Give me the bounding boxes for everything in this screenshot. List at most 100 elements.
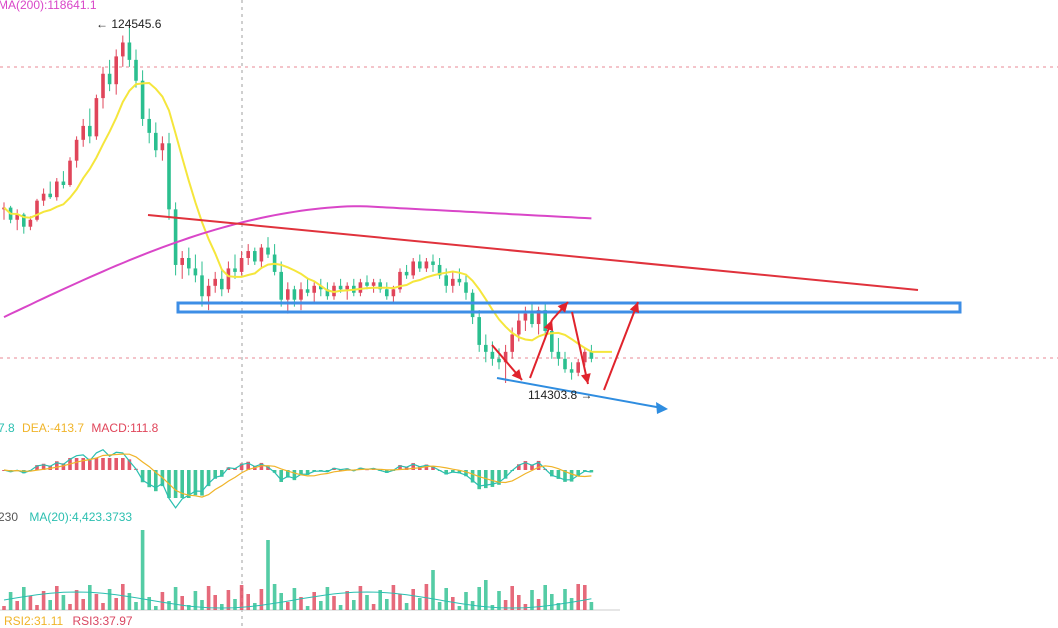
volume-bar: [411, 589, 415, 610]
macd-bar: [305, 470, 310, 475]
volume-bar: [365, 595, 369, 610]
macd-bar: [239, 463, 244, 470]
macd-bar: [503, 470, 508, 479]
candle-body: [101, 73, 105, 99]
volume-bar: [398, 594, 402, 610]
rsi-legend: RSI2:31.11 RSI3:37.97: [4, 614, 133, 628]
volume-bar: [563, 589, 567, 610]
user-drawings[interactable]: [147, 214, 962, 414]
candle-body: [88, 125, 92, 137]
volume-bar: [378, 590, 382, 610]
candle-body: [371, 282, 376, 286]
macd-bar: [477, 470, 481, 490]
volume-bar: [140, 530, 145, 610]
volume-bar: [530, 590, 534, 610]
volume-bar: [259, 589, 264, 610]
volume-bar: [536, 599, 541, 610]
candle-body: [206, 285, 211, 297]
macd-bar: [286, 470, 290, 478]
volume-bar: [233, 599, 237, 610]
pattern-arrow-5-head: [629, 302, 640, 314]
pattern-arrow-5-line: [603, 301, 639, 391]
candle-body: [246, 251, 250, 258]
volume-bar: [48, 600, 52, 610]
macd-bar: [431, 466, 435, 470]
candle-body: [497, 358, 501, 363]
candle-body: [94, 98, 99, 137]
macd-bar: [206, 470, 211, 487]
volume-bar: [292, 588, 297, 610]
volume-bar: [312, 592, 316, 610]
macd-bar: [576, 470, 580, 477]
macd-value: MACD:111.8: [91, 421, 159, 435]
macd-bar: [81, 458, 85, 470]
candle-body: [226, 268, 231, 290]
candle-body: [107, 73, 112, 85]
dea-value: DEA:-413.7: [22, 421, 85, 435]
volume-bar: [213, 595, 217, 610]
candle-body: [510, 334, 514, 352]
candle-body: [411, 261, 415, 276]
macd-bar: [470, 470, 475, 483]
macd-bar: [490, 470, 495, 487]
volume-ma-line: [3, 591, 592, 609]
macd-bar: [246, 461, 250, 470]
volume-bar: [167, 601, 171, 610]
macd-bar: [147, 470, 151, 488]
candle-body: [180, 257, 184, 265]
candle-body: [299, 289, 303, 300]
candle-body: [48, 193, 52, 198]
candle-body: [279, 271, 283, 300]
candle-body: [167, 143, 171, 210]
macd-bar: [48, 465, 52, 470]
candle-body: [312, 285, 316, 293]
volume-bar: [457, 606, 462, 610]
macd-bar: [556, 470, 561, 479]
projection-arrow-line: [496, 377, 663, 409]
candle-body: [490, 351, 495, 359]
candle-body: [127, 42, 132, 60]
macd-bar: [292, 470, 297, 481]
candle-body: [470, 292, 475, 318]
volume-bar: [391, 585, 396, 610]
macd-bar: [457, 470, 462, 474]
candle-body: [35, 200, 39, 220]
volume-bar: [319, 601, 323, 610]
high-price-value: 124545.6: [111, 17, 162, 31]
volume-bar: [246, 594, 250, 610]
macd-bar: [299, 470, 303, 476]
macd-bar: [94, 458, 99, 470]
arrow-right-icon: →: [580, 388, 593, 402]
volume-bar: [576, 584, 580, 610]
volume-bar: [127, 593, 132, 610]
macd-bar: [536, 460, 541, 470]
volume-bar: [88, 585, 92, 610]
macd-bar: [140, 470, 145, 483]
volume-bar: [431, 570, 435, 610]
candle-body: [173, 209, 178, 265]
volume-bar: [517, 595, 521, 610]
macd-bar: [279, 470, 283, 482]
volume-bar: [147, 597, 151, 610]
candle-body: [418, 261, 422, 269]
candle-body: [378, 282, 382, 290]
candle-body: [220, 278, 224, 290]
pattern-arrow-4-line: [571, 311, 589, 385]
low-price-marker: 114303.8 →: [528, 388, 593, 402]
macd-bar: [424, 464, 429, 470]
volume-bar: [239, 585, 244, 610]
pattern-arrow-3-head: [557, 302, 568, 313]
volume-bar: [556, 603, 561, 610]
candle-body: [556, 351, 561, 359]
candle-body: [239, 257, 244, 272]
volume-bar: [107, 589, 112, 610]
candle-body: [563, 358, 567, 370]
volume-bar: [484, 580, 488, 610]
volume-bar: [325, 587, 330, 610]
macd-bar: [107, 458, 112, 470]
candle-body: [464, 282, 468, 293]
candle-body: [134, 59, 138, 81]
candle-body: [550, 330, 554, 352]
candle-body: [404, 271, 409, 276]
